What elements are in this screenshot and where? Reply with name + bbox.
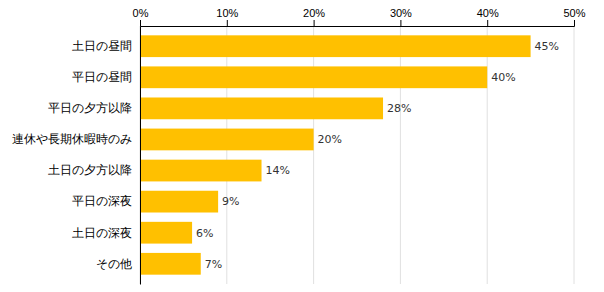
bar	[140, 160, 262, 182]
y-tick-label: 連休や長期休暇時のみ	[12, 132, 132, 146]
data-labels: 45% 40% 28% 20% 14% 9% 6% 7%	[196, 40, 559, 271]
data-label: 9%	[222, 195, 239, 208]
y-tick: 平日の昼間	[72, 70, 132, 84]
x-axis: 0% 10% 20% 30% 40% 50%	[133, 7, 586, 27]
x-tick-mark	[574, 20, 575, 26]
bar	[140, 191, 218, 213]
x-tick-label: 0%	[133, 7, 149, 19]
grid-line	[140, 26, 141, 284]
grid	[140, 26, 574, 284]
y-tick-label: 土日の夕方以降	[48, 163, 132, 177]
bar	[140, 66, 487, 88]
y-tick-label: 土日の昼間	[72, 39, 132, 53]
y-tick: その他	[96, 257, 132, 271]
x-tick-label: 40%	[477, 7, 499, 19]
bars	[140, 35, 531, 274]
y-tick: 連休や長期休暇時のみ	[12, 132, 132, 146]
data-label: 6%	[196, 227, 213, 240]
y-tick: 土日の夕方以降	[48, 163, 132, 177]
x-tick-mark	[400, 20, 401, 26]
grid-line	[226, 26, 227, 284]
x-tick: 30%	[390, 7, 412, 26]
data-label: 14%	[266, 164, 290, 177]
x-tick: 50%	[563, 7, 585, 26]
x-tick: 40%	[477, 7, 499, 26]
x-tick-label: 50%	[563, 7, 585, 19]
bar	[140, 97, 383, 119]
bar	[140, 222, 192, 244]
x-tick-mark	[227, 20, 228, 26]
x-tick-label: 10%	[216, 7, 238, 19]
y-tick-label: 平日の夕方以降	[48, 101, 132, 115]
x-tick-mark	[314, 20, 315, 26]
bar	[140, 253, 201, 275]
data-label: 40%	[491, 71, 515, 84]
x-tick: 10%	[216, 7, 238, 26]
y-tick-label: 平日の昼間	[72, 70, 132, 84]
data-label: 28%	[387, 102, 411, 115]
x-tick: 0%	[133, 7, 149, 26]
x-axis-line	[141, 20, 575, 27]
data-label: 45%	[535, 40, 559, 53]
y-tick: 土日の深夜	[72, 226, 132, 240]
x-tick: 20%	[303, 7, 325, 26]
grid-line	[487, 26, 488, 284]
data-label: 20%	[318, 133, 342, 146]
y-axis-line	[140, 27, 141, 285]
y-tick-label: 平日の深夜	[72, 194, 132, 208]
x-tick-label: 30%	[390, 7, 412, 19]
plot: 0% 10% 20% 30% 40% 50% 土日の昼間平日の昼間平日の夕方以降連休や長期休…	[12, 7, 586, 285]
y-tick-label: 土日の深夜	[72, 226, 132, 240]
y-axis: 土日の昼間平日の昼間平日の夕方以降連休や長期休暇時のみ土日の夕方以降平日の深夜土…	[12, 27, 141, 285]
bar	[140, 129, 314, 151]
y-tick: 平日の深夜	[72, 194, 132, 208]
grid-line	[400, 26, 401, 284]
grid-line	[574, 26, 575, 284]
bar	[140, 35, 531, 57]
x-tick-mark	[487, 20, 488, 26]
data-label: 7%	[205, 258, 222, 271]
y-tick-label: その他	[96, 257, 132, 271]
grid-line	[313, 26, 314, 284]
chart: 0% 10% 20% 30% 40% 50% 土日の昼間平日の昼間平日の夕方以降連休や長期休…	[0, 0, 604, 292]
x-tick-mark	[140, 20, 141, 26]
y-tick: 土日の昼間	[72, 39, 132, 53]
x-tick-label: 20%	[303, 7, 325, 19]
y-tick: 平日の夕方以降	[48, 101, 132, 115]
